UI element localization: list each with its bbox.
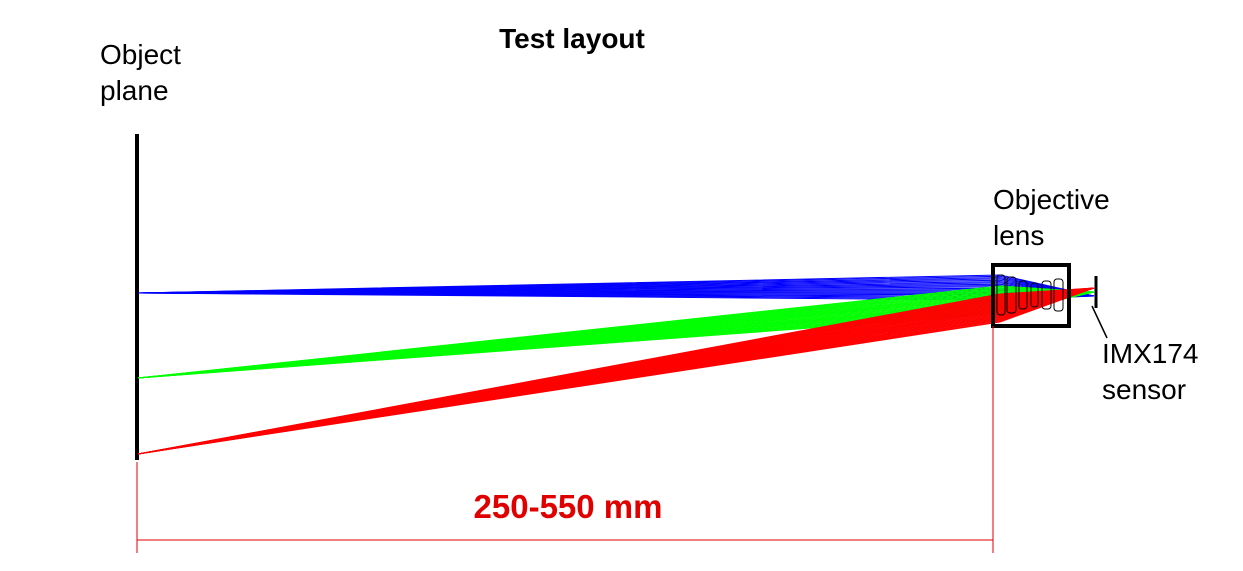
lens-element-1 — [996, 274, 1006, 316]
lens-elements — [996, 274, 1064, 316]
ray-bundle-red — [137, 287, 1095, 455]
ray-bundle-green — [137, 285, 1095, 379]
sensor-leader-line — [1091, 305, 1108, 339]
lens-element-4 — [1030, 282, 1039, 308]
object-plane-label-line1: Object — [100, 39, 181, 70]
sensor-label-line1: IMX174 — [1102, 338, 1199, 369]
lens-element-3 — [1018, 280, 1028, 310]
dimension-label: 250-550 mm — [474, 488, 663, 525]
lens-element-2 — [1006, 276, 1017, 314]
object-plane-label-line2: plane — [100, 75, 169, 106]
lens-element-5 — [1041, 280, 1052, 310]
ray-bundles — [137, 274, 1095, 455]
objective-lens-label-line2: lens — [993, 220, 1044, 251]
sensor-label-line2: sensor — [1102, 374, 1186, 405]
diagram-title: Test layout — [499, 23, 645, 54]
objective-lens-label-line1: Objective — [993, 184, 1110, 215]
lens-element-6 — [1053, 278, 1064, 312]
objective-lens-box — [991, 263, 1071, 328]
